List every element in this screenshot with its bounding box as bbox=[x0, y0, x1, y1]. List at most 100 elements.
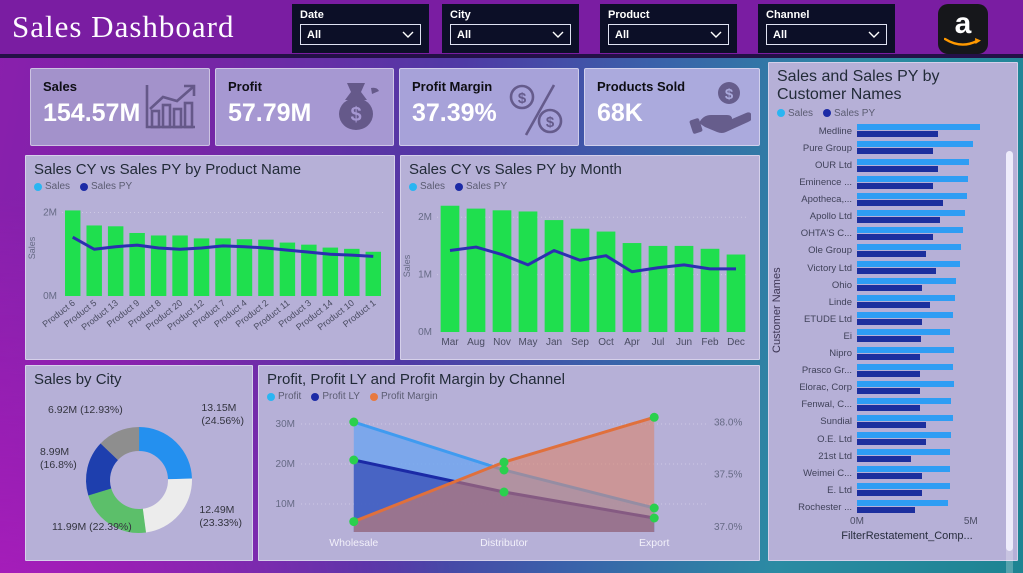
data-marker[interactable] bbox=[649, 513, 659, 523]
sales-py-bar[interactable] bbox=[857, 387, 920, 394]
sales-bar[interactable] bbox=[857, 243, 962, 250]
area-chart-svg: 10M 20M 30M 37.0% 37.5% 38.0% Wholesale Distrib… bbox=[276, 413, 742, 549]
bar-Product 12[interactable] bbox=[193, 238, 210, 297]
sales-bar[interactable] bbox=[857, 500, 948, 507]
bar-Product 1[interactable] bbox=[365, 252, 381, 297]
sales-py-bar[interactable] bbox=[857, 182, 933, 189]
sales-py-bar[interactable] bbox=[857, 199, 943, 206]
scrollbar-track[interactable] bbox=[1006, 151, 1013, 573]
sales-bar[interactable] bbox=[857, 432, 952, 439]
sales-py-bar[interactable] bbox=[857, 336, 922, 343]
sales-py-bar[interactable] bbox=[857, 148, 933, 155]
sales-py-bar[interactable] bbox=[857, 268, 937, 275]
bar-Apr[interactable] bbox=[622, 243, 642, 333]
bar-Product 7[interactable] bbox=[215, 238, 231, 297]
data-marker[interactable] bbox=[349, 455, 359, 465]
sales-py-bar[interactable] bbox=[857, 250, 927, 257]
sales-bar[interactable] bbox=[857, 449, 951, 456]
data-marker[interactable] bbox=[649, 413, 659, 423]
sales-py-bar[interactable] bbox=[857, 319, 923, 326]
bar-Product 8[interactable] bbox=[150, 235, 167, 297]
bar-Nov[interactable] bbox=[492, 210, 512, 333]
bar-Product 11[interactable] bbox=[279, 242, 296, 297]
sales-bar[interactable] bbox=[857, 346, 954, 353]
bar-Mar[interactable] bbox=[440, 205, 460, 333]
bar-Feb[interactable] bbox=[700, 249, 720, 333]
sales-bar[interactable] bbox=[857, 329, 951, 336]
bar-Product 2[interactable] bbox=[258, 239, 274, 297]
area-fill-2[interactable] bbox=[353, 417, 655, 533]
sales-py-bar[interactable] bbox=[857, 456, 912, 463]
bar-Product 4[interactable] bbox=[236, 239, 253, 297]
bar-Oct[interactable] bbox=[596, 231, 616, 333]
bar-Product 9[interactable] bbox=[129, 233, 145, 297]
scrollbar-thumb[interactable] bbox=[1006, 151, 1013, 551]
sales-py-bar[interactable] bbox=[857, 421, 927, 428]
sales-bar[interactable] bbox=[857, 278, 957, 285]
month-combo-chart[interactable]: 0M 1M 2M Mar Aug Nov May Jan Sep Oct Apr Jul Jun Feb D… bbox=[401, 192, 759, 357]
sales-py-bar[interactable] bbox=[857, 353, 920, 360]
bar-Jun[interactable] bbox=[674, 246, 694, 333]
sales-py-line[interactable] bbox=[71, 236, 374, 259]
filter-city-select[interactable]: All bbox=[450, 24, 571, 45]
bar-Dec[interactable] bbox=[726, 254, 746, 333]
sales-bar[interactable] bbox=[857, 192, 967, 199]
bar-Aug[interactable] bbox=[466, 208, 486, 333]
city-donut-chart[interactable] bbox=[26, 414, 252, 551]
bar-Product 6[interactable] bbox=[65, 210, 81, 297]
sales-bar[interactable] bbox=[857, 380, 954, 387]
sales-bar[interactable] bbox=[857, 295, 956, 302]
data-marker[interactable] bbox=[349, 517, 359, 527]
sales-py-line[interactable] bbox=[449, 245, 736, 274]
channel-area-chart[interactable]: 10M 20M 30M 37.0% 37.5% 38.0% Wholesale Distrib… bbox=[259, 402, 759, 557]
bar-Jan[interactable] bbox=[544, 220, 564, 333]
sales-bar[interactable] bbox=[857, 124, 981, 131]
bar-Product 10[interactable] bbox=[344, 249, 360, 297]
sales-py-bar[interactable] bbox=[857, 404, 920, 411]
sales-py-bar[interactable] bbox=[857, 131, 938, 138]
sales-bar[interactable] bbox=[857, 414, 953, 421]
product-combo-chart[interactable]: 0M 2M Product 6 Product 5 Product 13 Product … bbox=[26, 192, 394, 357]
customer-yaxis-title: Customer Names bbox=[771, 267, 783, 353]
sales-py-bar[interactable] bbox=[857, 302, 930, 309]
donut-slice-4[interactable] bbox=[81, 422, 197, 538]
data-marker[interactable] bbox=[499, 465, 509, 475]
sales-py-bar[interactable] bbox=[857, 473, 923, 480]
sales-bar[interactable] bbox=[857, 312, 953, 319]
bar-Product 20[interactable] bbox=[172, 235, 188, 297]
sales-bar[interactable] bbox=[857, 397, 952, 404]
data-marker[interactable] bbox=[649, 503, 659, 513]
bar-Sep[interactable] bbox=[570, 228, 590, 333]
sales-bar[interactable] bbox=[857, 141, 973, 148]
bar-Jul[interactable] bbox=[648, 246, 668, 333]
sales-bar[interactable] bbox=[857, 363, 953, 370]
sales-py-bar[interactable] bbox=[857, 233, 933, 240]
sales-bar[interactable] bbox=[857, 483, 951, 490]
sales-py-bar[interactable] bbox=[857, 165, 938, 172]
filter-date-select[interactable]: All bbox=[300, 24, 421, 45]
bar-Product 3[interactable] bbox=[301, 244, 317, 297]
donut-slice-1[interactable] bbox=[86, 427, 192, 534]
sales-py-bar[interactable] bbox=[857, 507, 915, 514]
sales-py-bar[interactable] bbox=[857, 439, 927, 446]
filter-channel-select[interactable]: All bbox=[766, 24, 887, 45]
sales-bar[interactable] bbox=[857, 226, 963, 233]
sales-bar[interactable] bbox=[857, 158, 970, 165]
data-marker[interactable] bbox=[349, 417, 359, 427]
sales-py-bar[interactable] bbox=[857, 216, 941, 223]
data-marker[interactable] bbox=[499, 457, 509, 467]
sales-py-bar[interactable] bbox=[857, 285, 923, 292]
bar-Product 5[interactable] bbox=[86, 225, 102, 297]
sales-bar[interactable] bbox=[857, 175, 968, 182]
filter-product-select[interactable]: All bbox=[608, 24, 729, 45]
data-marker[interactable] bbox=[499, 487, 509, 497]
bar-Product 13[interactable] bbox=[107, 226, 124, 297]
sales-bar[interactable] bbox=[857, 466, 951, 473]
sales-py-bar[interactable] bbox=[857, 370, 920, 377]
bar-May[interactable] bbox=[518, 211, 538, 333]
sales-py-bar[interactable] bbox=[857, 490, 923, 497]
bar-Product 14[interactable] bbox=[322, 247, 339, 297]
sales-bar[interactable] bbox=[857, 209, 966, 216]
customer-hbar-chart[interactable]: Medline Pure Group OUR Ltd Eminence ... Apot… bbox=[769, 119, 1017, 530]
sales-bar[interactable] bbox=[857, 261, 961, 268]
